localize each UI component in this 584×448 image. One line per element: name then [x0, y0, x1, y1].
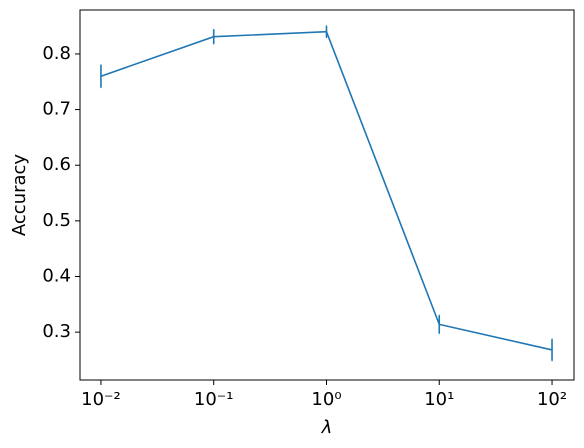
- x-tick-label: 10⁻²: [81, 389, 121, 410]
- y-axis-label: Accuracy: [9, 154, 30, 237]
- y-tick-label: 0.5: [42, 210, 71, 231]
- y-tick-label: 0.6: [42, 154, 71, 175]
- y-tick-label: 0.3: [42, 321, 71, 342]
- x-tick-label: 10⁰: [311, 389, 341, 410]
- x-tick-label: 10¹: [424, 389, 454, 410]
- y-tick-label: 0.8: [42, 43, 71, 64]
- x-tick-label: 10²: [537, 389, 567, 410]
- plot-frame: [79, 9, 575, 381]
- y-tick-label: 0.7: [42, 99, 71, 120]
- line: [100, 30, 553, 351]
- y-tick-label: 0.4: [42, 266, 71, 287]
- x-tick-label: 10⁻¹: [194, 389, 234, 410]
- x-axis-label: λ: [321, 417, 333, 438]
